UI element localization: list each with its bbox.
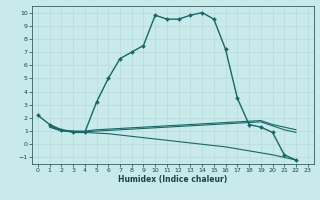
X-axis label: Humidex (Indice chaleur): Humidex (Indice chaleur) (118, 175, 228, 184)
